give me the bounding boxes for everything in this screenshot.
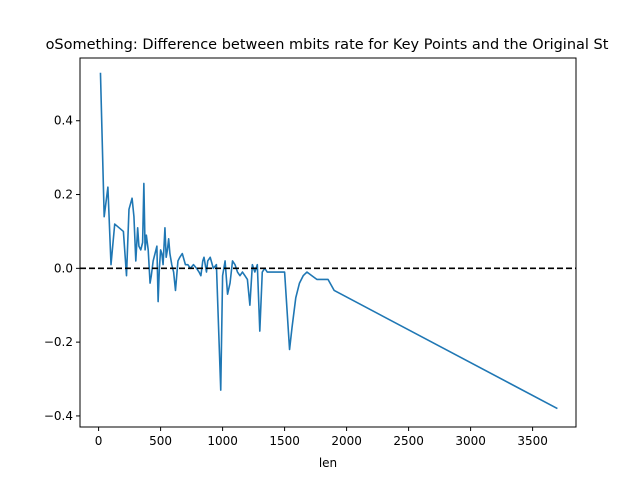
y-axis: −0.4 −0.2 0.0 0.2 0.4	[44, 114, 80, 423]
x-axis: 0 500 1000 1500 2000 2500 3000 3500	[95, 427, 548, 448]
y-tick-label: −0.2	[44, 335, 73, 349]
x-axis-label: len	[319, 456, 337, 470]
series-line-0	[99, 72, 558, 410]
x-tick-label: 0	[95, 434, 103, 448]
x-tick-label: 3000	[455, 434, 486, 448]
y-tick-label: 0.4	[54, 114, 73, 128]
y-tick-label: 0.0	[54, 261, 73, 275]
chart-title: oSomething: Difference between mbits rat…	[46, 37, 609, 53]
plot-area-frame	[79, 57, 577, 428]
x-tick-label: 1500	[269, 434, 300, 448]
x-tick-label: 2000	[331, 434, 362, 448]
x-tick-label: 2500	[393, 434, 424, 448]
x-tick-label: 1000	[207, 434, 238, 448]
y-tick-label: −0.4	[44, 409, 73, 423]
y-tick-label: 0.2	[54, 188, 73, 202]
x-tick-label: 3500	[517, 434, 548, 448]
plot-series-group	[99, 72, 558, 410]
x-tick-label: 500	[149, 434, 172, 448]
